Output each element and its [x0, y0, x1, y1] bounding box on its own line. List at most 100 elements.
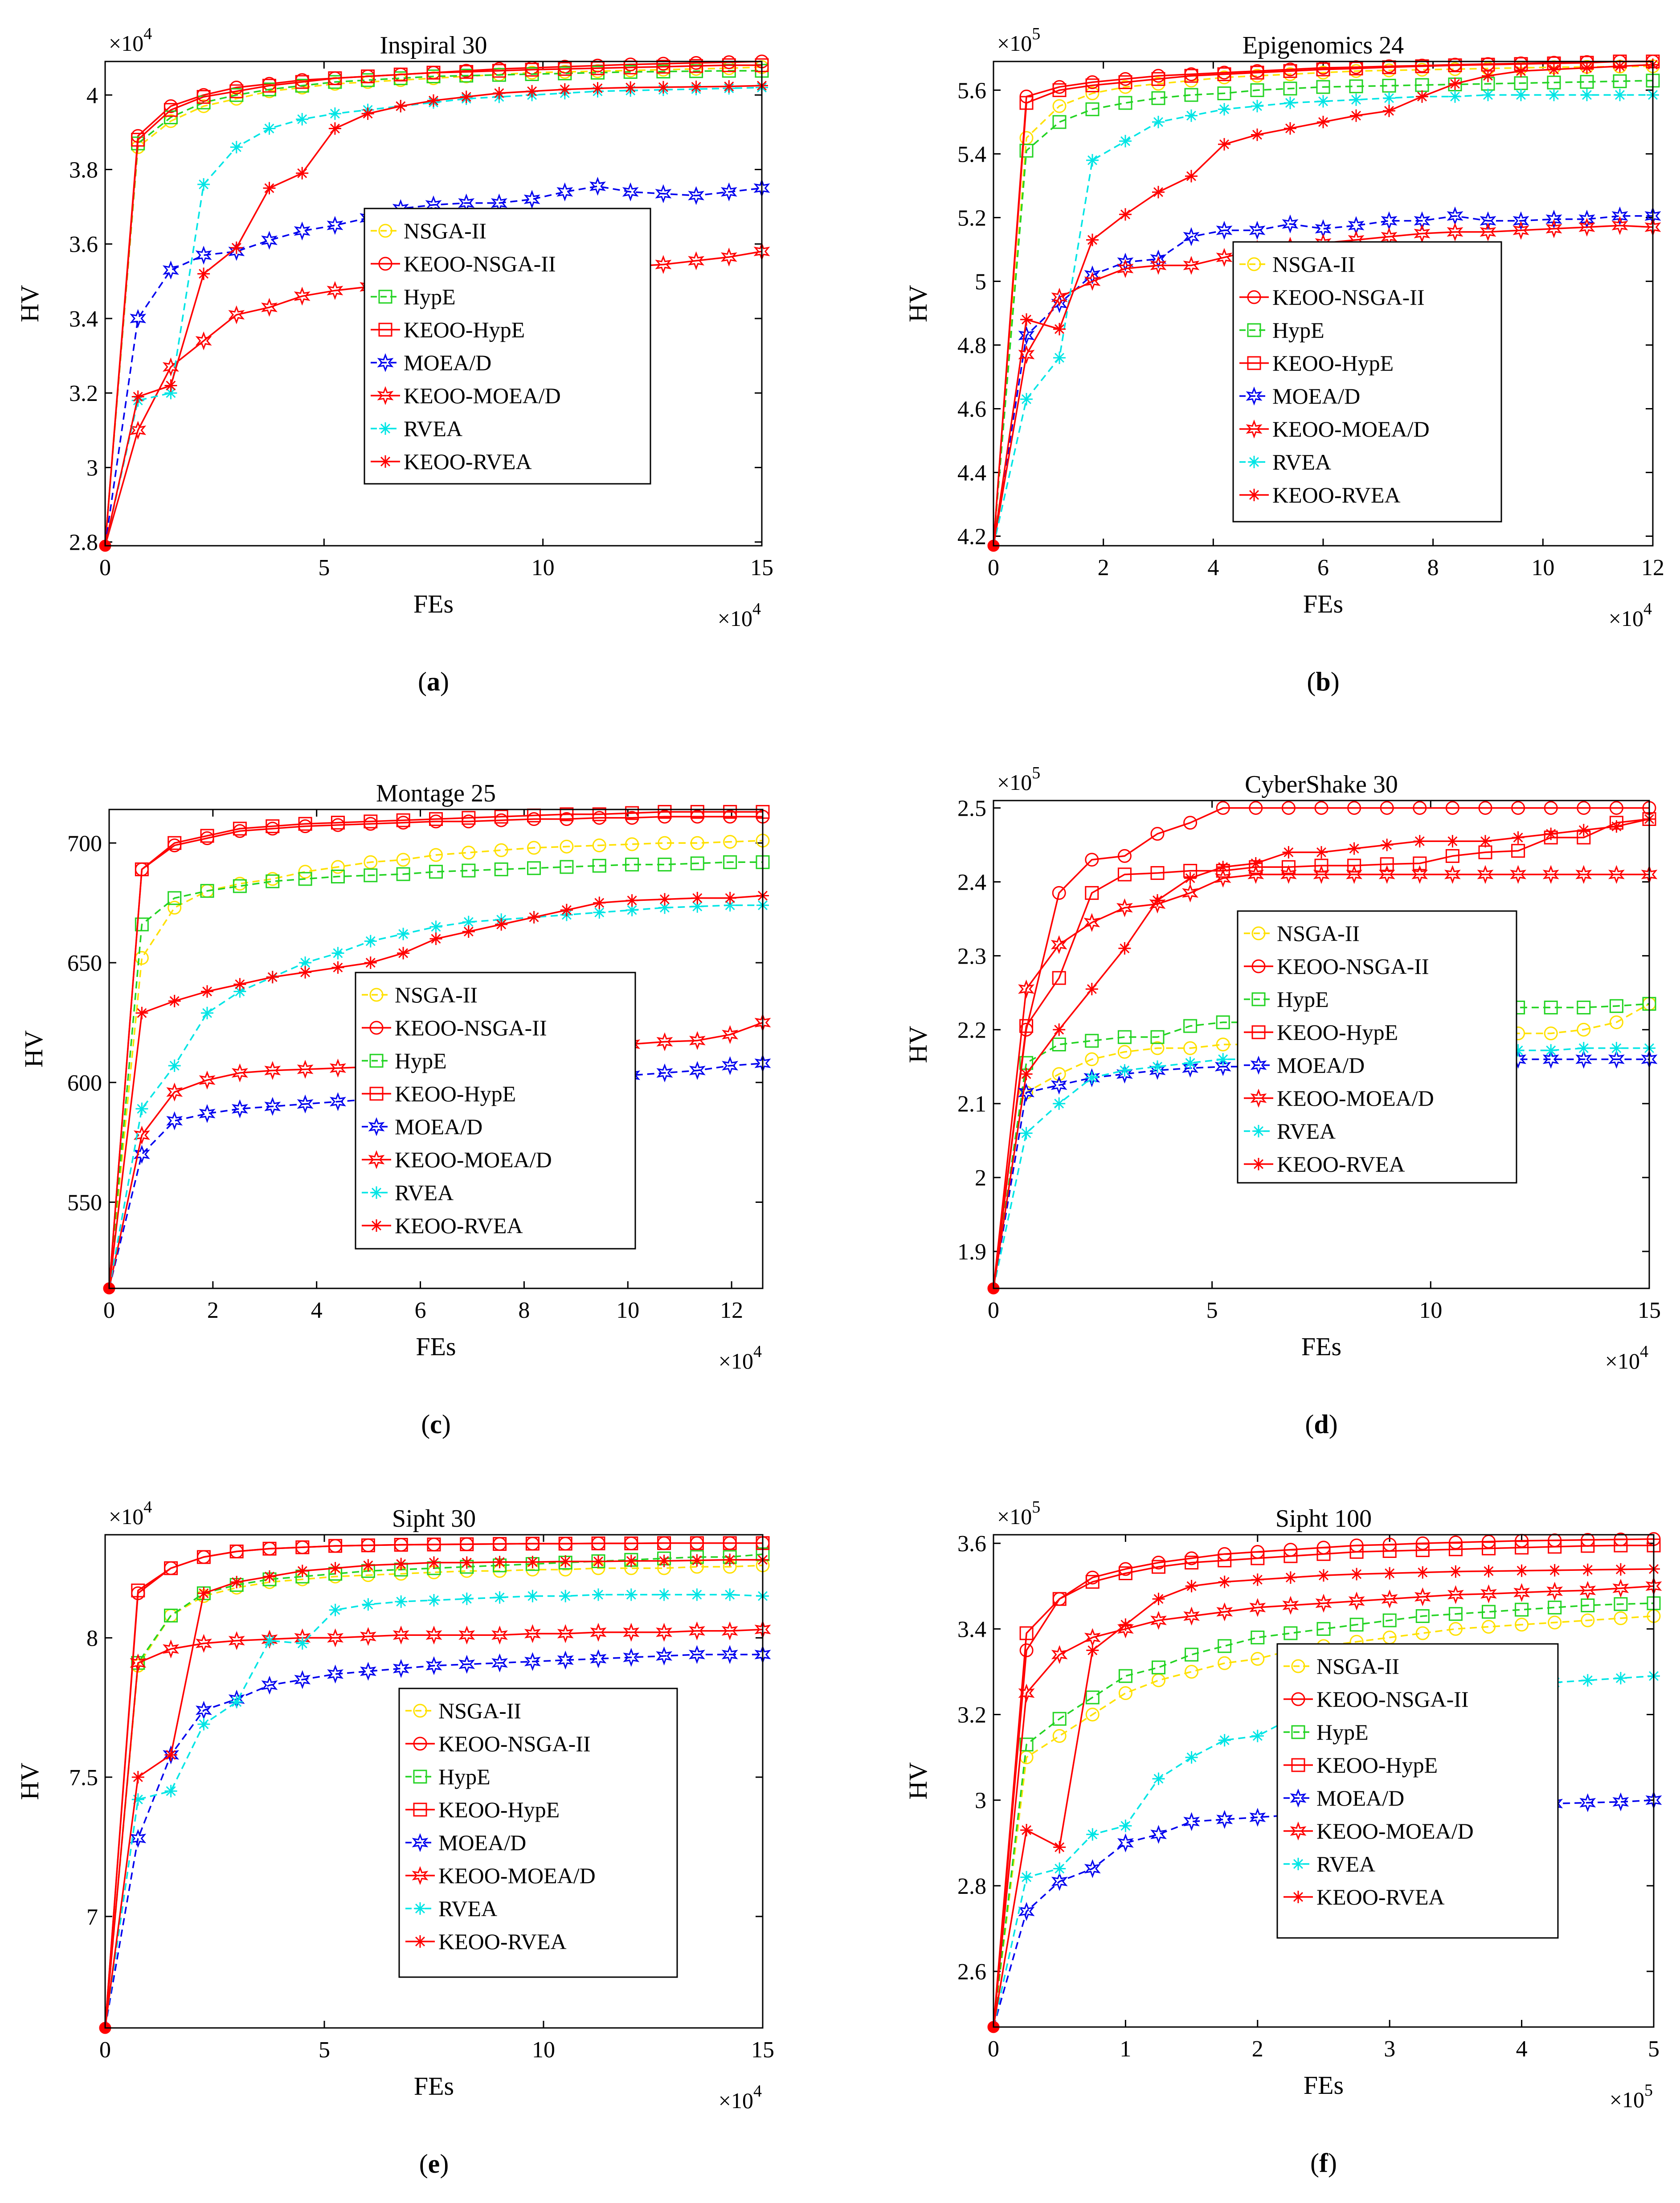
- chart-title: Sipht 100: [1275, 1505, 1372, 1533]
- data-point: [625, 1554, 638, 1567]
- data-point: [328, 122, 341, 135]
- data-point: [295, 75, 309, 89]
- data-point: [397, 947, 410, 960]
- legend-label: KEOO-MOEA/D: [395, 1147, 552, 1172]
- data-point: [1018, 1083, 1035, 1102]
- data-point: [1217, 1053, 1230, 1066]
- x-tick-label: 15: [1638, 1298, 1661, 1323]
- data-point: [1019, 1626, 1034, 1640]
- data-point: [429, 848, 443, 862]
- data-point: [130, 309, 147, 328]
- data-point: [1150, 256, 1167, 275]
- data-point: [527, 841, 541, 855]
- data-point: [655, 255, 672, 274]
- data-point: [1411, 865, 1428, 884]
- legend-label: KEOO-NSGA-II: [1277, 954, 1429, 979]
- data-point: [1085, 1690, 1100, 1704]
- legend-label: HypE: [1277, 987, 1329, 1012]
- data-point: [1151, 72, 1165, 86]
- data-point: [163, 1745, 180, 1765]
- data-point: [1350, 1568, 1363, 1581]
- caption-open: (: [418, 667, 427, 696]
- data-point: [1184, 69, 1198, 83]
- data-point: [228, 1631, 245, 1651]
- data-point: [266, 819, 280, 834]
- data-point: [1548, 1615, 1562, 1630]
- data-point: [1251, 1729, 1264, 1742]
- y-tick-label: 7.5: [69, 1765, 98, 1790]
- data-point: [1610, 820, 1623, 833]
- data-point: [625, 903, 638, 916]
- legend-label: KEOO-RVEA: [438, 1929, 567, 1954]
- data-point: [1316, 1622, 1331, 1636]
- data-point: [200, 884, 214, 898]
- data-point: [1251, 1652, 1265, 1666]
- data-point: [201, 1006, 213, 1019]
- data-point: [1414, 224, 1431, 243]
- data-point: [229, 1545, 244, 1559]
- data-point: [525, 62, 539, 77]
- data-point: [1415, 1626, 1430, 1640]
- data-point: [592, 807, 606, 822]
- data-point: [1445, 849, 1459, 863]
- data-point: [414, 1902, 426, 1915]
- data-point: [427, 94, 440, 107]
- y-multiplier: ×105: [997, 1498, 1040, 1529]
- data-point: [590, 1649, 607, 1668]
- data-point: [1317, 115, 1329, 128]
- data-point: [1214, 1057, 1231, 1076]
- data-point: [589, 176, 606, 196]
- data-point: [1448, 58, 1462, 73]
- data-point: [427, 1537, 441, 1552]
- data-point: [294, 286, 311, 306]
- data-point: [1581, 1674, 1594, 1687]
- data-point: [1292, 1891, 1304, 1903]
- x-axis-label: FEs: [416, 1332, 456, 1361]
- data-point: [228, 242, 245, 261]
- data-point: [1184, 1057, 1197, 1069]
- legend-label: KEOO-HypE: [1316, 1753, 1438, 1778]
- data-point: [297, 1059, 314, 1079]
- x-tick-label: 12: [720, 1298, 743, 1323]
- data-point: [1018, 326, 1035, 345]
- x-multiplier-exponent: 4: [1643, 600, 1652, 618]
- data-point: [1150, 866, 1165, 880]
- data-point: [162, 260, 179, 280]
- data-point: [1019, 1019, 1034, 1033]
- data-point: [560, 860, 574, 874]
- data-point: [1612, 1792, 1629, 1811]
- data-point: [1416, 90, 1428, 103]
- data-point: [168, 995, 181, 1007]
- y-tick-label: 2.1: [957, 1091, 986, 1117]
- data-point: [378, 257, 392, 271]
- y-tick-label: 2.8: [69, 530, 98, 556]
- data-point: [1249, 857, 1262, 870]
- plot-frame: [104, 61, 763, 547]
- x-axis-label: FEs: [414, 2072, 454, 2101]
- legend-label: MOEA/D: [438, 1830, 526, 1855]
- y-multiplier-exponent: 5: [1032, 25, 1040, 43]
- series-rvea: [104, 1588, 769, 2028]
- y-multiplier-base: ×10: [997, 770, 1032, 795]
- y-tick-label: 3: [975, 1788, 986, 1814]
- data-point: [1216, 1015, 1230, 1030]
- series-line: [104, 70, 762, 546]
- x-tick-label: 0: [103, 1298, 115, 1323]
- series-line: [993, 65, 1653, 546]
- y-tick-label: 3.4: [69, 307, 98, 332]
- series-keoo-moea-d: [104, 1620, 771, 2028]
- data-point: [1282, 214, 1299, 234]
- data-point: [1086, 233, 1099, 246]
- data-point: [379, 422, 392, 435]
- data-point: [197, 1718, 210, 1731]
- data-point: [1482, 1541, 1496, 1556]
- data-point: [195, 1634, 212, 1653]
- data-point: [1380, 857, 1394, 871]
- data-point: [1118, 1686, 1132, 1700]
- x-tick-label: 10: [1419, 1298, 1442, 1323]
- x-tick-label: 15: [751, 2037, 774, 2063]
- data-point: [233, 879, 247, 893]
- data-point: [1381, 1589, 1398, 1609]
- series-hype: [993, 74, 1660, 546]
- series-line: [104, 64, 762, 546]
